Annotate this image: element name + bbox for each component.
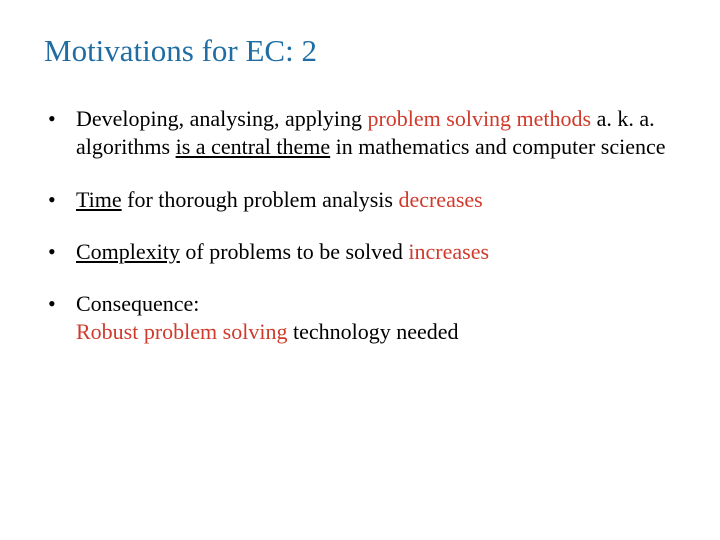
- text-segment: increases: [408, 239, 489, 264]
- slide-title: Motivations for EC: 2: [44, 32, 676, 69]
- text-segment: Developing, analysing, applying: [76, 106, 367, 131]
- text-segment: decreases: [398, 187, 482, 212]
- text-segment: of problems to be solved: [180, 239, 409, 264]
- bullet-item: Developing, analysing, applying problem …: [44, 105, 676, 161]
- text-segment: Consequence:: [76, 291, 199, 316]
- text-segment: technology needed: [287, 319, 458, 344]
- text-segment: Time: [76, 187, 122, 212]
- text-segment: Robust problem solving: [76, 319, 287, 344]
- text-segment: Complexity: [76, 239, 180, 264]
- slide: Motivations for EC: 2 Developing, analys…: [0, 0, 720, 540]
- bullet-item: Complexity of problems to be solved incr…: [44, 238, 676, 266]
- text-segment: problem solving methods: [367, 106, 591, 131]
- bullet-item: Time for thorough problem analysis decre…: [44, 186, 676, 214]
- text-segment: in mathematics and computer science: [330, 134, 665, 159]
- text-segment: is a central theme: [176, 134, 331, 159]
- bullet-item: Consequence: Robust problem solving techn…: [44, 290, 676, 346]
- bullet-list: Developing, analysing, applying problem …: [44, 105, 676, 346]
- text-segment: for thorough problem analysis: [122, 187, 399, 212]
